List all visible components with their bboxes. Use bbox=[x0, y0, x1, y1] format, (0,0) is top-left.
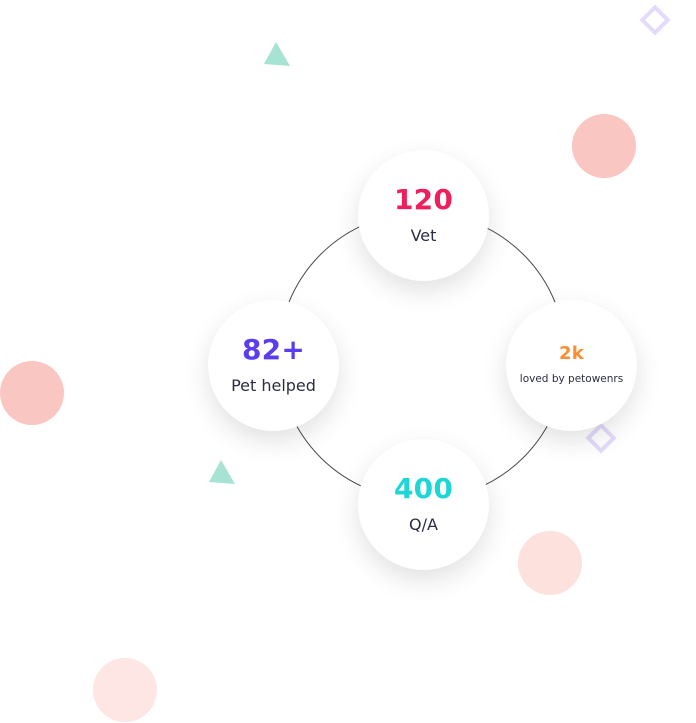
stat-qa: 400 Q/A bbox=[358, 439, 489, 570]
stat-label: Pet helped bbox=[231, 375, 316, 395]
stat-loved: 2k loved by petowenrs bbox=[506, 300, 637, 431]
triangle-icon bbox=[264, 42, 290, 66]
stat-label: Q/A bbox=[409, 514, 438, 534]
circle-blob bbox=[518, 531, 582, 595]
stat-label: Vet bbox=[410, 225, 437, 245]
circle-blob bbox=[572, 114, 636, 178]
stat-label: loved by petowenrs bbox=[519, 373, 624, 386]
stat-value: 2k bbox=[559, 343, 584, 365]
stat-pet-helped: 82+ Pet helped bbox=[208, 300, 339, 431]
stat-vet: 120 Vet bbox=[358, 150, 489, 281]
circle-blob bbox=[93, 658, 157, 722]
stat-value: 120 bbox=[393, 182, 454, 216]
stat-value: 82+ bbox=[241, 332, 306, 366]
triangle-icon bbox=[209, 460, 235, 484]
circle-blob bbox=[0, 361, 64, 425]
stat-value: 400 bbox=[393, 471, 454, 505]
diamond-icon bbox=[639, 4, 671, 36]
